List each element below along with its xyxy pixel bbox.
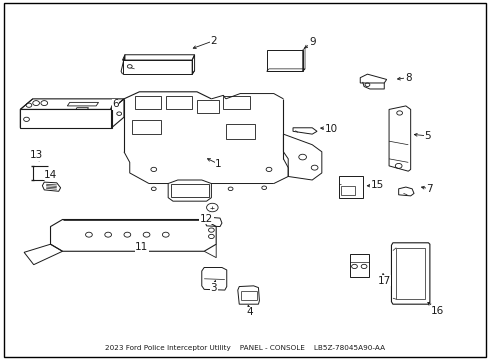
Text: 7: 7 [427,184,433,194]
Text: 17: 17 [378,275,391,285]
Text: 3: 3 [211,283,217,293]
Bar [166,96,192,109]
Text: 6: 6 [112,99,119,109]
Text: 2: 2 [211,36,217,46]
Text: 15: 15 [370,180,384,190]
Bar [132,120,161,134]
Text: 9: 9 [309,37,316,48]
Text: 13: 13 [29,150,43,160]
Bar [226,123,255,139]
Text: 4: 4 [246,307,253,317]
Text: 2023 Ford Police Interceptor Utility    PANEL - CONSOLE    LB5Z-78045A90-AA: 2023 Ford Police Interceptor Utility PAN… [105,345,385,351]
Bar [223,96,250,109]
Text: 1: 1 [215,159,222,169]
Text: 16: 16 [430,306,444,315]
Bar [171,184,209,197]
Text: 8: 8 [405,73,412,83]
Bar [197,100,219,113]
Text: 5: 5 [424,131,431,141]
Text: 10: 10 [325,124,338,134]
Text: 11: 11 [135,242,148,252]
Bar [339,176,363,198]
Bar [135,96,161,109]
Text: 12: 12 [200,214,213,224]
Bar [341,186,355,195]
Text: 14: 14 [44,170,57,180]
